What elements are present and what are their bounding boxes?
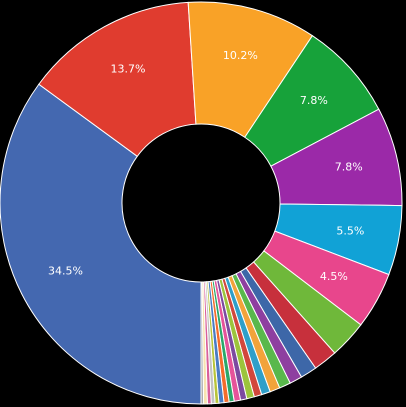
- donut-slice-0: [0, 83, 202, 405]
- slice-label-6: 4.5%: [320, 270, 348, 283]
- donut-slice-1: [38, 1, 197, 158]
- slice-label-0: 34.5%: [48, 265, 83, 278]
- donut-slice-2: [187, 1, 314, 138]
- slice-label-2: 10.2%: [223, 49, 258, 62]
- slice-label-4: 7.8%: [335, 160, 363, 173]
- slice-label-3: 7.8%: [300, 94, 328, 107]
- donut-slice-25: [200, 281, 205, 405]
- slice-label-1: 13.7%: [110, 63, 145, 76]
- slice-label-5: 5.5%: [336, 224, 364, 237]
- labels-group: 34.5% 13.7% 10.2% 7.8% 7.8% 5.5% 4.5%: [48, 49, 364, 283]
